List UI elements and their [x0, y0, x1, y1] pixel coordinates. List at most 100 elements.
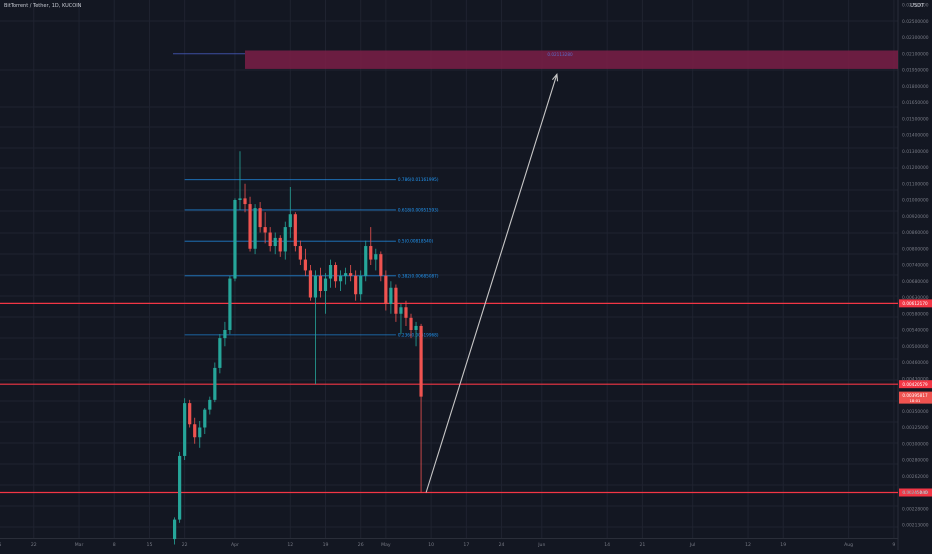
time-tick-label: Mar [75, 542, 84, 548]
price-tick-label: 0.00580000 [902, 311, 929, 317]
candle-body [213, 367, 217, 400]
price-tick-label: 0.02300000 [902, 35, 929, 41]
target-zone [245, 50, 898, 69]
candle-body [178, 455, 182, 520]
candle-body [298, 246, 302, 260]
candle-body [203, 409, 207, 428]
candle-body [333, 265, 338, 282]
candle-body [313, 275, 318, 298]
fib-level-label: 0.5(0.00818540) [398, 239, 434, 244]
price-tick-label: 0.01950000 [902, 68, 929, 74]
price-tick-label: 0.00920000 [902, 214, 929, 220]
time-tick-label: Aug [844, 542, 853, 548]
price-tick-label: 0.02750000 [902, 3, 929, 9]
candle-body [253, 208, 257, 249]
price-tick-label: 0.01200000 [902, 165, 929, 171]
time-tick-label: 26 [358, 542, 364, 548]
time-tick-label: Jul [689, 542, 696, 548]
candle-body [414, 325, 418, 330]
price-tick-label: 0.00213000 [902, 523, 929, 529]
target-zone-label: 0.02113280 [547, 52, 573, 57]
level-price-tag [899, 488, 932, 497]
candle-body [389, 287, 393, 304]
candle-body [359, 275, 363, 295]
candle-body [273, 237, 277, 247]
candle-body [338, 275, 343, 282]
candle-body [303, 259, 307, 271]
price-tick-label: 0.02500000 [902, 19, 929, 25]
time-tick-label: 19 [323, 542, 329, 548]
price-tick-label: 0.00325000 [902, 425, 929, 431]
candle-body [208, 399, 212, 410]
current-price-tag [899, 391, 932, 404]
candle-body [384, 275, 388, 304]
candle-body [349, 273, 353, 276]
candle-body [404, 307, 408, 318]
fib-level-label: 0.618(0.00951593) [398, 207, 439, 212]
candle-body [228, 278, 232, 330]
price-tick-label: 0.02100000 [902, 51, 929, 57]
price-tick-label: 0.00500000 [902, 344, 929, 350]
candle-body [188, 403, 192, 425]
time-tick-label: 21 [639, 542, 645, 548]
price-unit: USDT [910, 3, 924, 9]
candle-body [344, 273, 348, 276]
price-tick-label: 0.00460000 [902, 360, 929, 366]
time-tick-label: 14 [604, 542, 610, 548]
price-tick-label: 0.01650000 [902, 100, 929, 106]
time-tick-label: 15 [0, 542, 2, 548]
fib-level-label: 0.786(0.01161995) [398, 177, 439, 182]
candle-body [293, 214, 297, 247]
candle-body [238, 198, 242, 200]
projection-arrow-head [551, 72, 559, 82]
level-price-label: 0.00245040 [902, 490, 928, 495]
time-tick-label: 22 [31, 542, 37, 548]
time-tick-label: 22 [182, 542, 188, 548]
candle-body [369, 246, 373, 260]
price-tick-label: 0.00540000 [902, 328, 929, 334]
candle-body [193, 424, 197, 438]
time-tick-label: Jun [537, 542, 545, 548]
price-tick-label: 0.01400000 [902, 133, 929, 139]
level-price-tag [899, 299, 932, 308]
time-tick-label: 8 [113, 542, 116, 548]
candle-body [394, 287, 398, 314]
candle-body [268, 232, 272, 247]
time-tick-label: 17 [463, 542, 469, 548]
price-tick-label: 0.00280000 [902, 458, 929, 464]
price-tick-label: 0.00245000 [902, 490, 929, 496]
candle-body [354, 275, 358, 295]
time-tick-label: 15 [147, 542, 153, 548]
time-tick-label: 19 [780, 542, 786, 548]
fib-level-label: 0.382(0.00685087) [398, 273, 439, 278]
price-tick-label: 0.01000000 [902, 198, 929, 204]
price-tick-label: 0.01100000 [902, 181, 929, 187]
price-tick-label: 0.00800000 [902, 246, 929, 252]
candle-body [173, 519, 177, 540]
price-tick-label: 0.01500000 [902, 116, 929, 122]
candle-body [318, 275, 323, 291]
candle-body [223, 330, 227, 339]
candle-body [198, 427, 202, 438]
fib-level-label: 0.236(0.00519968) [398, 332, 439, 337]
candle-body [374, 254, 378, 260]
current-price-time: 18:01 [910, 398, 922, 403]
time-tick-label: 12 [745, 542, 751, 548]
candle-body [263, 227, 267, 233]
candle-body [278, 237, 282, 252]
candle-body [283, 227, 287, 252]
price-tick-label: 0.00860000 [902, 230, 929, 236]
level-price-tag [899, 380, 932, 389]
price-tick-label: 0.00350000 [902, 409, 929, 415]
current-price-label: 0.00395817 [902, 393, 928, 398]
candle-body [243, 198, 247, 205]
price-tick-label: 0.00740000 [902, 263, 929, 269]
candle-body [308, 270, 313, 298]
time-tick-label: Apr [231, 542, 239, 548]
time-tick-label: 9 [892, 542, 895, 548]
candle-body [258, 208, 262, 228]
chart-title: BitTorrent / Tether, 1D, KUCOIN [4, 3, 82, 9]
candle-body [288, 214, 292, 228]
candle-body [364, 246, 368, 276]
